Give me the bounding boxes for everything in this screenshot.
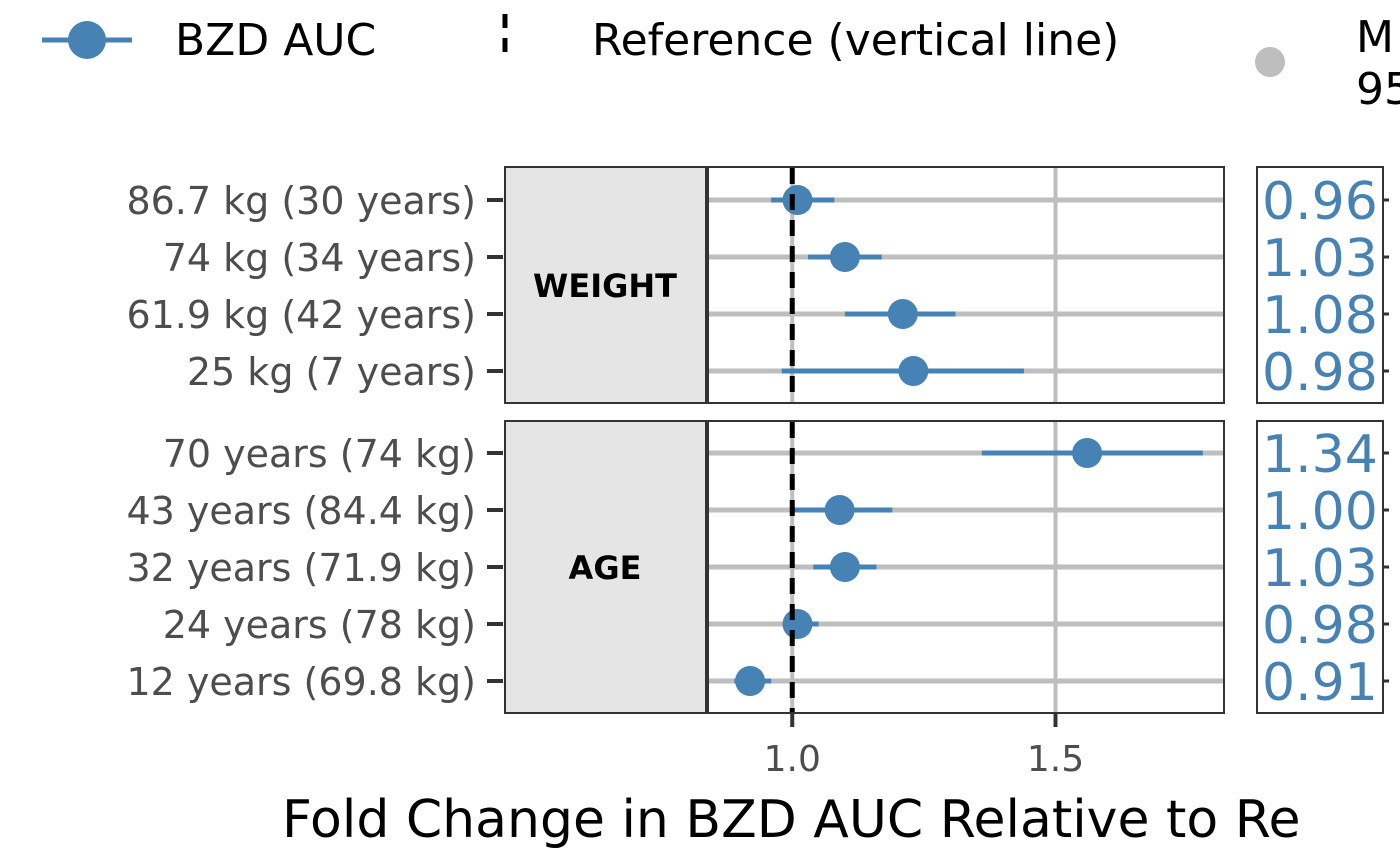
x-axis: 1.0 1.5 Fold Change in BZD AUC Relative … bbox=[282, 739, 1301, 850]
point-estimate bbox=[824, 495, 855, 525]
labels-layer: 86.7 kg (30 years) 0.96 74 kg (34 years) 1.… bbox=[126, 172, 1377, 713]
x-tick-label-1-5: 1.5 bbox=[1027, 739, 1084, 780]
point-estimate bbox=[782, 185, 813, 215]
row-label: 24 years (78 kg) bbox=[163, 603, 476, 647]
row-label: 43 years (84.4 kg) bbox=[126, 489, 476, 533]
row-label: 25 kg (7 years) bbox=[187, 350, 476, 394]
strip-weight-bg bbox=[504, 166, 707, 404]
marks-layer bbox=[734, 168, 1203, 712]
row-value-label: 0.96 bbox=[1262, 172, 1378, 232]
point-estimate bbox=[735, 666, 766, 696]
row-label: 12 years (69.8 kg) bbox=[126, 660, 476, 704]
legend-series-label: BZD AUC bbox=[175, 15, 376, 66]
row-label: 86.7 kg (30 years) bbox=[126, 179, 476, 223]
value-box-weight bbox=[1256, 166, 1384, 404]
strip-weight-label: WEIGHT bbox=[533, 267, 677, 305]
legend-reference-label: Reference (vertical line) bbox=[592, 15, 1119, 66]
row-label: 70 years (74 kg) bbox=[163, 432, 476, 476]
row-label: 74 kg (34 years) bbox=[163, 236, 476, 280]
row-value-label: 1.00 bbox=[1262, 482, 1378, 542]
row-value-label: 1.03 bbox=[1262, 539, 1378, 599]
point-estimate bbox=[1072, 438, 1103, 468]
legend-band-label-line2: 95 bbox=[1356, 64, 1400, 115]
point-estimate bbox=[887, 299, 918, 329]
legend-series-marker bbox=[68, 21, 106, 59]
point-estimate bbox=[829, 242, 860, 272]
row-label: 32 years (71.9 kg) bbox=[126, 546, 476, 590]
row-label: 61.9 kg (42 years) bbox=[126, 293, 476, 337]
legend-band-marker bbox=[1255, 47, 1285, 77]
row-value-label: 0.98 bbox=[1262, 343, 1378, 403]
row-value-label: 1.34 bbox=[1262, 425, 1378, 485]
legend-band-label-line1: M bbox=[1356, 12, 1394, 63]
row-value-label: 0.98 bbox=[1262, 596, 1378, 656]
x-axis-title: Fold Change in BZD AUC Relative to Re bbox=[282, 790, 1301, 850]
point-estimate bbox=[898, 356, 929, 386]
strip-age-bg bbox=[504, 420, 707, 714]
strip-age-label: AGE bbox=[569, 549, 642, 587]
row-value-label: 1.03 bbox=[1262, 229, 1378, 289]
legend: BZD AUC Reference (vertical line) M 95 bbox=[42, 12, 1400, 115]
row-value-label: 0.91 bbox=[1262, 653, 1378, 713]
value-box-age bbox=[1256, 420, 1384, 714]
row-value-label: 1.08 bbox=[1262, 286, 1378, 346]
x-tick-label-1-0: 1.0 bbox=[764, 739, 821, 780]
point-estimate bbox=[782, 609, 813, 639]
point-estimate bbox=[829, 552, 860, 582]
